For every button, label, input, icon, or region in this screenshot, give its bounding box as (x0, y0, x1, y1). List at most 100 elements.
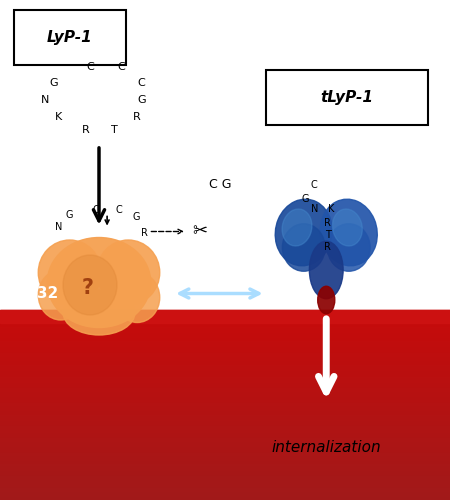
Bar (0, 450, 450, 452)
Bar (0, 338, 450, 341)
Ellipse shape (97, 240, 160, 305)
Bar (0, 391, 450, 393)
Bar (0, 386, 450, 388)
Bar (0, 396, 450, 398)
Bar (0, 434, 450, 436)
Bar (0, 481, 450, 484)
Text: N: N (311, 204, 319, 214)
Bar (0, 322, 450, 324)
Text: G: G (50, 78, 58, 88)
Bar (0, 370, 450, 372)
Bar (0, 464, 450, 467)
Ellipse shape (275, 199, 332, 266)
Ellipse shape (38, 240, 101, 305)
Bar (0, 486, 450, 488)
FancyBboxPatch shape (14, 10, 126, 65)
Text: K: K (55, 112, 62, 122)
Bar (0, 417, 450, 419)
Text: C: C (310, 180, 317, 190)
Text: G: G (137, 95, 146, 105)
Bar (0, 358, 450, 360)
Ellipse shape (115, 272, 160, 322)
Bar (0, 384, 450, 386)
Bar (0, 460, 450, 462)
Text: C: C (117, 62, 126, 72)
Bar (0, 348, 450, 350)
Bar (0, 393, 450, 396)
Bar (0, 317, 450, 320)
Bar (0, 312, 450, 315)
Text: NRP: NRP (385, 286, 421, 301)
Bar (0, 457, 450, 460)
Bar (0, 374, 450, 376)
Bar (0, 405, 450, 407)
Bar (0, 495, 450, 498)
Bar (0, 379, 450, 381)
Bar (0, 469, 450, 472)
Text: internalization: internalization (271, 440, 381, 455)
Text: C: C (116, 205, 122, 215)
Bar (0, 320, 450, 322)
Bar (0, 472, 450, 474)
Bar (0, 452, 450, 455)
Bar (0, 455, 450, 457)
Ellipse shape (310, 242, 343, 298)
Bar (0, 448, 450, 450)
Bar (0, 381, 450, 384)
Text: G: G (132, 212, 140, 222)
Bar (0, 310, 450, 322)
Bar (0, 440, 450, 443)
Bar (0, 498, 450, 500)
Bar (0, 310, 450, 312)
Bar (0, 336, 450, 338)
Text: tLyP-1: tLyP-1 (320, 90, 373, 105)
Ellipse shape (282, 209, 312, 246)
Text: T: T (112, 125, 118, 135)
Bar (0, 438, 450, 440)
Bar (0, 362, 450, 364)
Text: LyP-1: LyP-1 (47, 30, 93, 45)
Text: G: G (302, 194, 309, 203)
Bar (0, 424, 450, 426)
Bar (0, 324, 450, 326)
Ellipse shape (283, 224, 325, 271)
Text: R: R (81, 125, 90, 135)
Bar (0, 488, 450, 490)
Ellipse shape (38, 270, 83, 320)
Bar (0, 353, 450, 355)
Bar (0, 326, 450, 329)
Ellipse shape (328, 224, 370, 271)
Bar (0, 436, 450, 438)
Ellipse shape (333, 209, 362, 246)
Bar (0, 315, 450, 317)
Bar (0, 355, 450, 358)
Bar (0, 467, 450, 469)
Bar (0, 493, 450, 495)
Bar (0, 360, 450, 362)
Bar (0, 372, 450, 374)
Bar (0, 474, 450, 476)
Bar (0, 422, 450, 424)
Bar (0, 398, 450, 400)
Bar (0, 334, 450, 336)
Bar (0, 419, 450, 422)
Text: R: R (324, 242, 331, 252)
Bar (0, 350, 450, 353)
Text: N: N (55, 222, 62, 232)
Text: ?: ? (82, 278, 94, 297)
Ellipse shape (320, 199, 377, 266)
Bar (0, 332, 450, 334)
Ellipse shape (47, 238, 151, 328)
Text: p32: p32 (27, 286, 59, 301)
Ellipse shape (63, 290, 135, 335)
Text: ✂: ✂ (193, 222, 208, 240)
Text: R: R (324, 218, 331, 228)
Bar (0, 344, 450, 345)
Bar (0, 367, 450, 370)
Text: C G: C G (209, 178, 232, 192)
Bar (0, 402, 450, 405)
Bar (0, 400, 450, 402)
Bar (0, 426, 450, 428)
Bar (0, 341, 450, 343)
Bar (0, 414, 450, 417)
